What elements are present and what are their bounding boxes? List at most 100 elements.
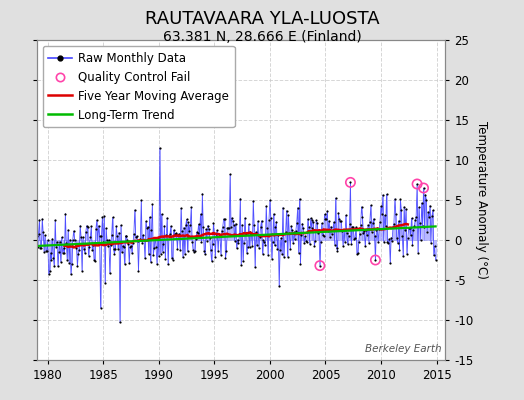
Point xyxy=(198,190,206,197)
Point xyxy=(303,239,311,245)
Point xyxy=(141,255,149,262)
Point xyxy=(46,250,54,256)
Point xyxy=(51,217,59,223)
Point xyxy=(125,260,134,266)
Point xyxy=(355,231,364,237)
Point xyxy=(203,238,211,244)
Point xyxy=(183,248,192,254)
Point xyxy=(328,230,336,237)
Point xyxy=(66,236,74,243)
Point xyxy=(360,227,368,234)
Point xyxy=(305,240,314,247)
Point xyxy=(362,227,370,234)
Point xyxy=(169,256,177,263)
Point xyxy=(254,218,262,224)
Point xyxy=(402,206,410,212)
Point xyxy=(73,263,82,270)
Point xyxy=(315,262,324,269)
Point xyxy=(291,236,299,243)
Point xyxy=(262,203,270,210)
Point xyxy=(192,236,200,242)
Point xyxy=(278,250,286,257)
Point xyxy=(129,230,138,237)
Point xyxy=(400,204,408,210)
Point xyxy=(235,231,244,238)
Point xyxy=(57,258,65,265)
Point xyxy=(194,221,203,227)
Point xyxy=(320,211,329,218)
Point xyxy=(293,204,302,211)
Point xyxy=(160,223,169,229)
Point xyxy=(419,185,428,191)
Point xyxy=(135,237,144,244)
Point xyxy=(412,214,420,220)
Point xyxy=(419,185,428,191)
Point xyxy=(421,192,430,198)
Point xyxy=(274,232,282,238)
Point xyxy=(356,222,365,229)
Point xyxy=(224,225,233,231)
Point xyxy=(169,227,178,233)
Point xyxy=(346,179,355,186)
Point xyxy=(251,264,259,270)
Point xyxy=(383,239,391,246)
Point xyxy=(239,258,247,264)
Point xyxy=(170,230,179,237)
Point xyxy=(161,255,170,262)
Point xyxy=(313,219,321,226)
Point xyxy=(310,242,319,249)
Point xyxy=(148,201,157,208)
Point xyxy=(137,197,146,204)
Point xyxy=(389,224,397,230)
Point xyxy=(172,230,181,236)
Point xyxy=(46,268,54,275)
Point xyxy=(91,258,99,264)
Point xyxy=(133,233,141,239)
Point xyxy=(40,248,48,255)
Point xyxy=(185,228,193,234)
Point xyxy=(98,214,106,220)
Point xyxy=(244,244,252,250)
Point xyxy=(107,232,116,239)
Point xyxy=(110,246,118,252)
Point xyxy=(289,240,297,246)
Point xyxy=(276,247,285,254)
Point xyxy=(139,232,147,238)
Point xyxy=(244,221,253,228)
Point xyxy=(34,243,42,250)
Point xyxy=(45,271,53,278)
Point xyxy=(418,200,426,206)
Point xyxy=(355,239,363,245)
Point xyxy=(243,249,251,256)
Point xyxy=(95,233,104,239)
Point xyxy=(371,257,379,263)
Point xyxy=(410,223,419,229)
Point xyxy=(134,238,142,244)
Point xyxy=(431,243,439,249)
Point xyxy=(286,246,294,252)
Point xyxy=(145,251,153,257)
Point xyxy=(379,238,388,245)
Point xyxy=(100,213,108,220)
Point xyxy=(279,204,287,211)
Point xyxy=(111,246,119,252)
Point xyxy=(394,240,402,246)
Point xyxy=(128,250,136,256)
Point xyxy=(112,223,121,230)
Point xyxy=(145,214,154,220)
Point xyxy=(211,254,220,260)
Point xyxy=(381,223,390,230)
Point xyxy=(364,222,372,228)
Point xyxy=(233,245,241,251)
Legend: Raw Monthly Data, Quality Control Fail, Five Year Moving Average, Long-Term Tren: Raw Monthly Data, Quality Control Fail, … xyxy=(42,46,235,128)
Point xyxy=(147,227,156,233)
Point xyxy=(132,234,140,240)
Point xyxy=(106,270,114,276)
Point xyxy=(386,260,395,266)
Point xyxy=(127,243,135,249)
Point xyxy=(427,240,435,246)
Point xyxy=(35,217,43,223)
Point xyxy=(205,226,213,233)
Point xyxy=(391,196,399,202)
Point xyxy=(340,227,348,233)
